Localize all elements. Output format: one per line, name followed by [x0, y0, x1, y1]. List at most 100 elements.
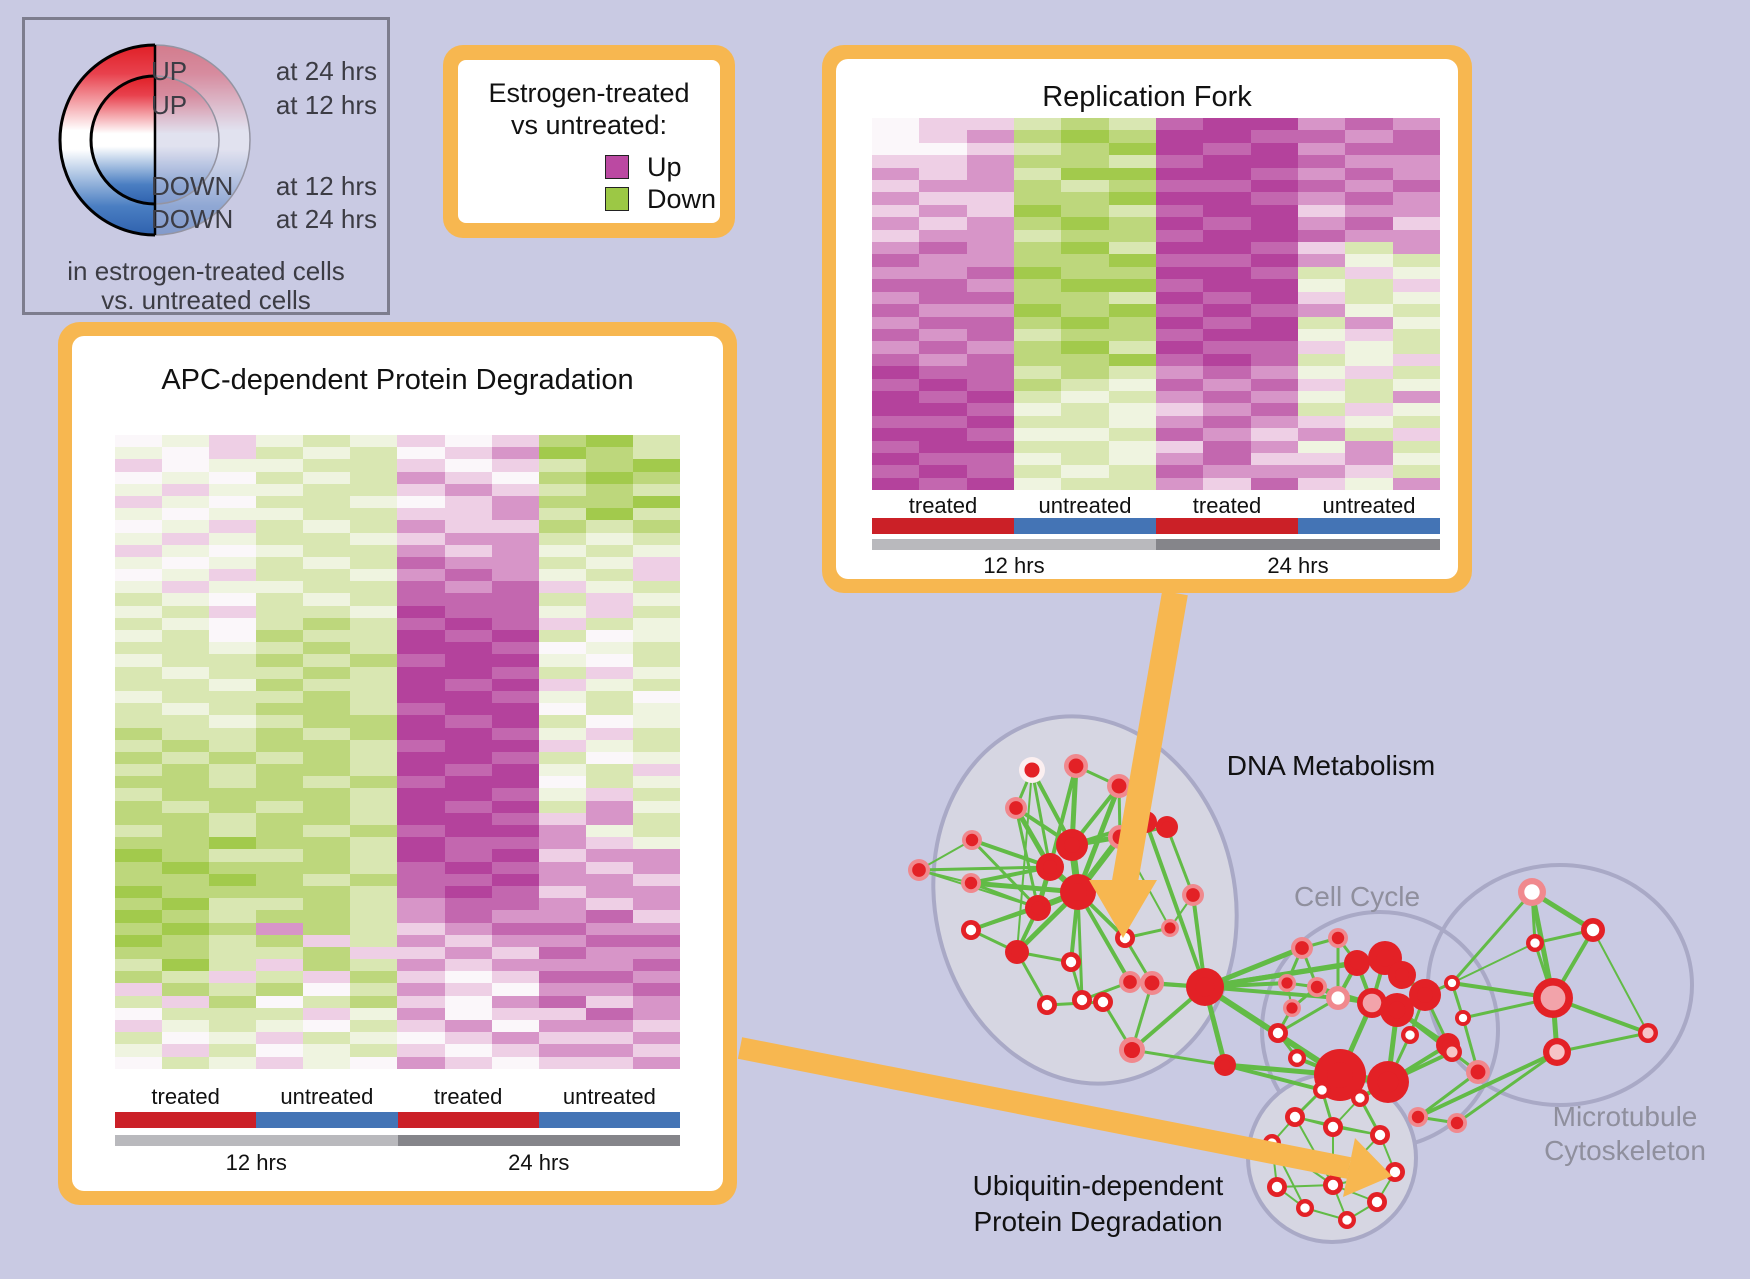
heatmap-cell	[162, 959, 210, 972]
heatmap-cell	[1345, 316, 1393, 329]
heatmap-cell	[1061, 279, 1109, 292]
heatmap-cell	[115, 581, 163, 594]
network-edge	[1592, 929, 1649, 1034]
heatmap-cell	[397, 849, 445, 862]
heatmap-cell	[919, 353, 967, 367]
heatmap-row	[115, 971, 680, 984]
heatmap-cell	[872, 142, 920, 156]
heatmap-cell	[632, 1044, 680, 1057]
heatmap-cell	[1155, 155, 1204, 168]
gene-node-core	[1286, 1002, 1298, 1014]
heatmap-cell	[256, 605, 304, 618]
heatmap-cell	[1108, 130, 1156, 143]
rf-group-labels: treated untreated treated untreated	[872, 493, 1440, 519]
heatmap-cell	[538, 544, 586, 557]
heatmap-cell	[1297, 341, 1346, 354]
heatmap-cell	[209, 873, 257, 886]
heatmap-cell	[1250, 353, 1298, 367]
heatmap-cell	[256, 569, 304, 582]
heatmap-cell	[1108, 316, 1156, 329]
heatmap-cell	[1061, 291, 1109, 305]
heatmap-cell	[397, 825, 445, 838]
heatmap-cell	[1013, 316, 1062, 329]
heatmap-cell	[1013, 341, 1062, 354]
gene-node-core	[1065, 956, 1077, 968]
network-edge	[970, 838, 1040, 910]
heatmap-cell	[209, 885, 257, 899]
heatmap-cell	[1061, 254, 1109, 267]
heatmap-cell	[1392, 192, 1440, 205]
apc-bar-treated-12	[115, 1112, 257, 1128]
heatmap-cell	[491, 885, 539, 899]
heatmap-cell	[350, 1020, 398, 1033]
heatmap-row	[115, 959, 680, 972]
heatmap-cell	[585, 1032, 633, 1045]
rf-time-colorbar	[872, 539, 1440, 550]
heatmap-cell	[632, 581, 680, 594]
heatmap-cell	[115, 605, 163, 618]
heatmap-cell	[350, 959, 398, 972]
heatmap-cell	[397, 569, 445, 582]
heatmap-cell	[256, 727, 304, 740]
heatmap-cell	[632, 971, 680, 984]
heatmap-row	[872, 415, 1440, 429]
heatmap-cell	[538, 642, 586, 655]
heatmap-cell	[350, 983, 398, 996]
heatmap-cell	[538, 788, 586, 801]
heatmap-cell	[491, 959, 539, 972]
heatmap-cell	[966, 118, 1014, 131]
heatmap-cell	[1061, 403, 1109, 416]
heatmap-cell	[256, 922, 304, 935]
heatmap-cell	[1108, 229, 1156, 243]
heatmap-cell	[919, 167, 967, 181]
heatmap-cell	[538, 837, 586, 850]
heatmap-cell	[538, 703, 586, 716]
heatmap-cell	[1203, 428, 1251, 441]
heatmap-cell	[872, 254, 920, 267]
heatmap-cell	[1297, 130, 1346, 143]
heatmap-cell	[303, 800, 351, 813]
heatmap-row	[115, 934, 680, 947]
heatmap-cell	[1250, 428, 1298, 441]
heatmap-cell	[1013, 452, 1062, 466]
heatmap-cell	[397, 995, 445, 1008]
heatmap-cell	[1392, 155, 1440, 168]
heatmap-row	[115, 654, 680, 667]
gene-node-core	[965, 924, 977, 936]
heatmap-cell	[491, 983, 539, 996]
heatmap-cell	[632, 605, 680, 618]
heatmap-cell	[538, 898, 586, 911]
heatmap-row	[115, 873, 680, 886]
heatmap-cell	[115, 885, 163, 899]
heatmap-cell	[350, 666, 398, 679]
heatmap-cell	[1345, 118, 1393, 131]
heatmap-cell	[632, 751, 680, 765]
heatmap-cell	[1203, 155, 1251, 168]
heatmap-cell	[1155, 428, 1204, 441]
heatmap-cell	[115, 556, 163, 570]
heatmap-cell	[538, 617, 586, 630]
heatmap-cell	[115, 703, 163, 716]
gene-node-core	[965, 833, 979, 847]
heatmap-cell	[115, 861, 163, 874]
heatmap-cell	[872, 477, 920, 491]
heatmap-cell	[115, 642, 163, 655]
heatmap-cell	[632, 532, 680, 545]
legend-caption-line1: in estrogen-treated cells	[67, 256, 345, 286]
heatmap-cell	[209, 727, 257, 740]
heatmap-cell	[585, 544, 633, 557]
heatmap-row	[872, 266, 1440, 280]
heatmap-row	[115, 520, 680, 533]
heatmap-cell	[115, 1007, 163, 1020]
heatmap-cell	[1297, 229, 1346, 243]
heatmap-cell	[491, 666, 539, 679]
heatmap-cell	[919, 452, 967, 466]
heatmap-cell	[538, 508, 586, 521]
apc-label-treated-24: treated	[433, 1084, 503, 1109]
heatmap-cell	[491, 934, 539, 947]
heatmap-cell	[538, 812, 586, 825]
heatmap-cell	[256, 1044, 304, 1057]
heatmap-cell	[538, 934, 586, 947]
heatmap-cell	[632, 715, 680, 728]
